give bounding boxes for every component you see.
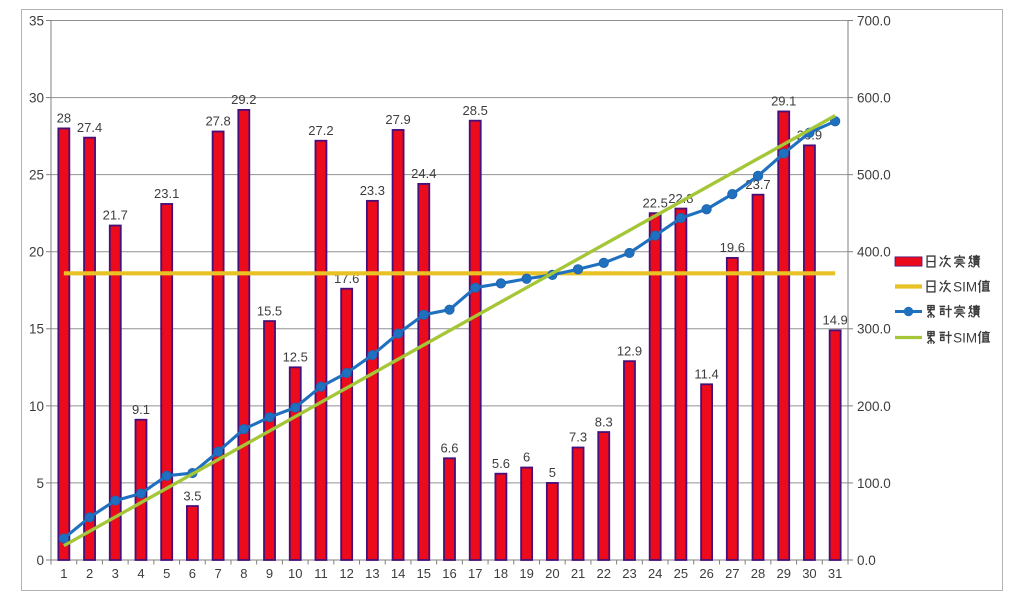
svg-text:28: 28	[57, 111, 71, 126]
svg-text:22.5: 22.5	[643, 195, 668, 210]
svg-text:24: 24	[648, 566, 662, 581]
svg-text:28.5: 28.5	[463, 103, 488, 118]
svg-text:10: 10	[29, 399, 44, 414]
svg-text:30: 30	[29, 90, 44, 105]
svg-text:19: 19	[519, 566, 533, 581]
svg-text:300.0: 300.0	[857, 322, 891, 337]
svg-text:21: 21	[571, 566, 585, 581]
svg-text:5.6: 5.6	[492, 456, 510, 471]
svg-text:9.1: 9.1	[132, 402, 150, 417]
svg-text:6: 6	[523, 450, 530, 465]
svg-text:5: 5	[549, 465, 556, 480]
svg-text:4: 4	[137, 566, 144, 581]
svg-text:29.1: 29.1	[771, 94, 796, 109]
svg-text:31: 31	[828, 566, 842, 581]
svg-text:35: 35	[29, 13, 44, 28]
svg-text:9: 9	[266, 566, 273, 581]
svg-text:29: 29	[776, 566, 790, 581]
svg-text:27.8: 27.8	[205, 114, 230, 129]
svg-text:27.9: 27.9	[385, 112, 410, 127]
svg-text:30: 30	[802, 566, 816, 581]
svg-text:6.6: 6.6	[440, 440, 458, 455]
svg-text:27: 27	[725, 566, 739, 581]
svg-text:11: 11	[314, 566, 328, 581]
svg-text:1: 1	[60, 566, 67, 581]
svg-text:8.3: 8.3	[595, 414, 613, 429]
svg-text:12.5: 12.5	[283, 350, 308, 365]
svg-text:15.5: 15.5	[257, 303, 282, 318]
svg-text:23.3: 23.3	[360, 183, 385, 198]
svg-text:400.0: 400.0	[857, 245, 891, 260]
svg-text:28: 28	[751, 566, 765, 581]
svg-text:7.3: 7.3	[569, 430, 587, 445]
svg-text:23: 23	[622, 566, 636, 581]
svg-text:25: 25	[674, 566, 688, 581]
svg-text:7: 7	[214, 566, 221, 581]
svg-text:29.2: 29.2	[231, 92, 256, 107]
svg-text:700.0: 700.0	[857, 13, 891, 28]
svg-text:11.4: 11.4	[694, 366, 718, 381]
svg-text:15: 15	[417, 566, 431, 581]
svg-text:24.4: 24.4	[411, 166, 436, 181]
svg-text:3: 3	[112, 566, 119, 581]
svg-text:26: 26	[699, 566, 713, 581]
svg-text:5: 5	[163, 566, 170, 581]
svg-text:27.4: 27.4	[77, 120, 102, 135]
svg-text:15: 15	[29, 322, 44, 337]
svg-text:23.1: 23.1	[154, 186, 179, 201]
svg-text:10: 10	[288, 566, 302, 581]
svg-text:SIM: SIM	[953, 330, 977, 345]
svg-text:SIM: SIM	[953, 279, 977, 294]
svg-text:20: 20	[29, 245, 44, 260]
svg-text:25: 25	[29, 168, 44, 183]
svg-text:22: 22	[597, 566, 611, 581]
svg-text:0: 0	[36, 553, 44, 568]
svg-text:3.5: 3.5	[183, 488, 201, 503]
svg-text:0.0: 0.0	[857, 553, 876, 568]
svg-text:600.0: 600.0	[857, 90, 891, 105]
svg-text:19.6: 19.6	[720, 240, 745, 255]
svg-text:14: 14	[391, 566, 405, 581]
svg-text:27.2: 27.2	[308, 123, 333, 138]
svg-text:100.0: 100.0	[857, 476, 891, 491]
svg-text:18: 18	[494, 566, 508, 581]
svg-text:13: 13	[365, 566, 379, 581]
svg-text:6: 6	[189, 566, 196, 581]
svg-text:21.7: 21.7	[103, 208, 128, 223]
svg-text:12.9: 12.9	[617, 343, 642, 358]
svg-text:5: 5	[36, 476, 44, 491]
svg-text:20: 20	[545, 566, 559, 581]
svg-text:16: 16	[442, 566, 456, 581]
svg-text:22.8: 22.8	[668, 191, 693, 206]
svg-text:200.0: 200.0	[857, 399, 891, 414]
svg-text:12: 12	[339, 566, 353, 581]
svg-text:8: 8	[240, 566, 247, 581]
svg-text:17: 17	[468, 566, 482, 581]
svg-text:500.0: 500.0	[857, 168, 891, 183]
svg-text:2: 2	[86, 566, 93, 581]
svg-text:14.9: 14.9	[822, 313, 847, 328]
